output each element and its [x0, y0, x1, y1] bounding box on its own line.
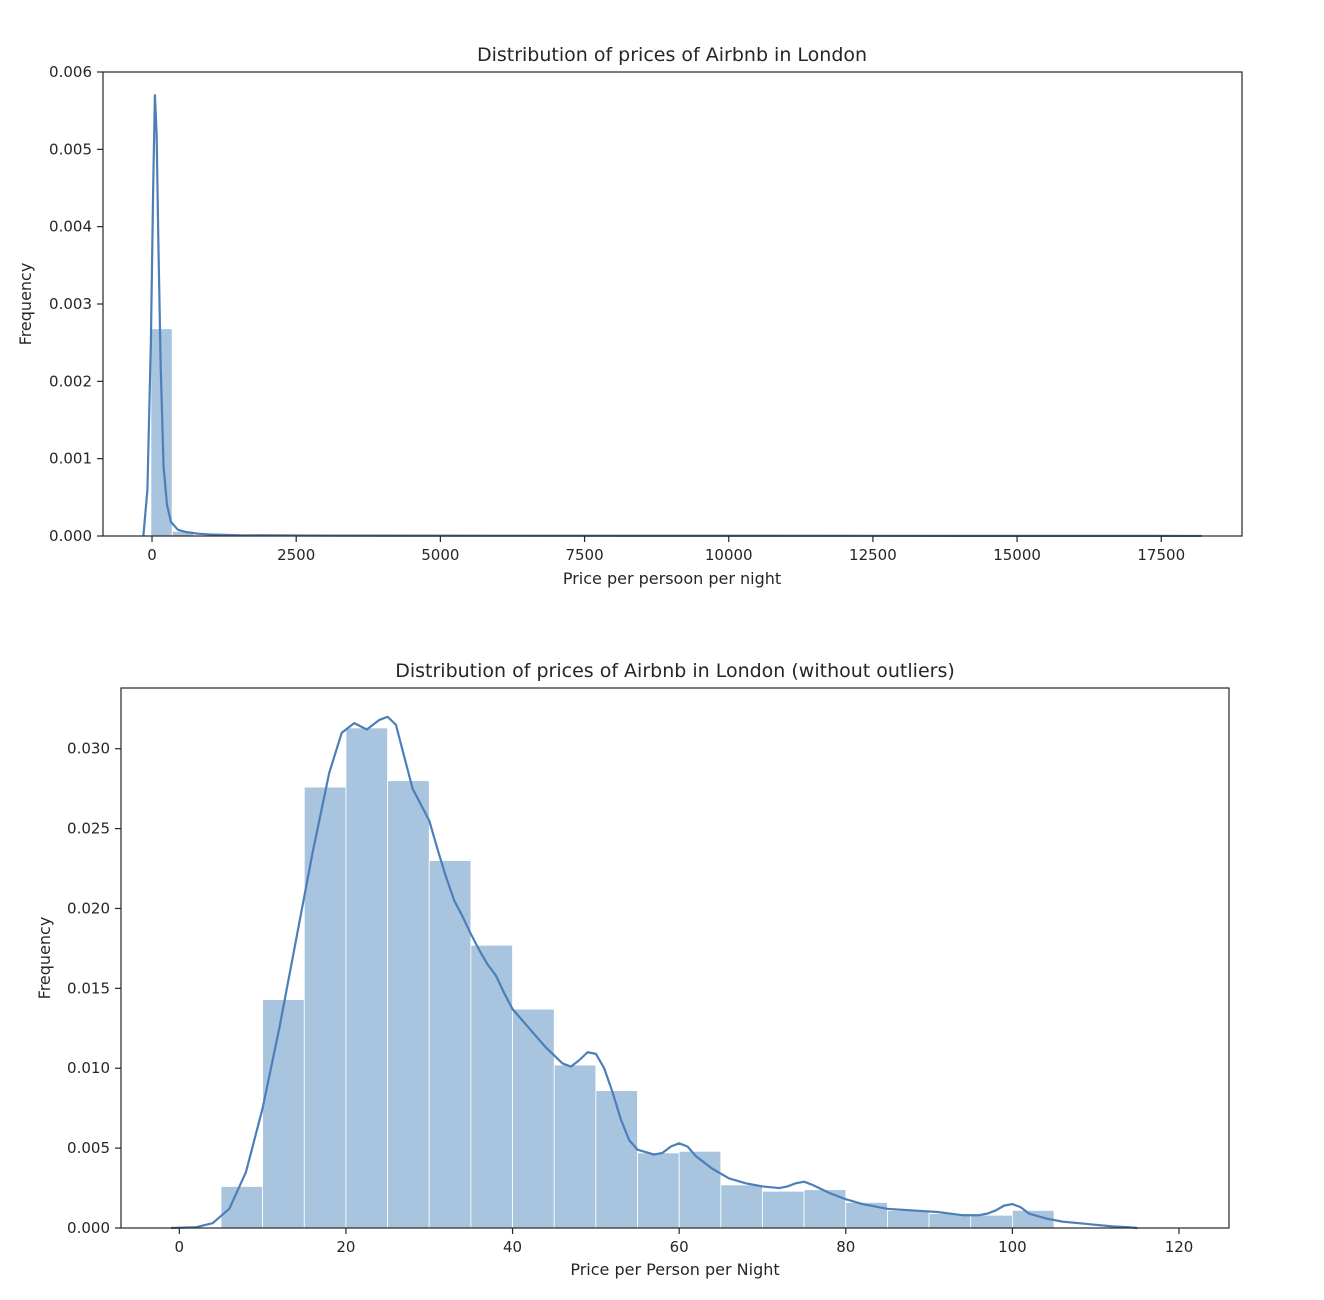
chart-bottom-xlabel: Price per Person per Night	[570, 1260, 779, 1279]
chart-bottom-bar	[220, 1186, 264, 1229]
chart-bottom-bar	[387, 780, 430, 1229]
chart-bottom-bar	[845, 1202, 888, 1229]
chart-top-ytick-label: 0.002	[49, 372, 92, 390]
chart-bottom-bar	[637, 1152, 680, 1229]
chart-bottom-bar	[720, 1184, 763, 1229]
chart-bottom-bar	[470, 944, 513, 1229]
chart-top-xtick-label: 0	[147, 546, 157, 564]
chart-bottom-bar	[970, 1214, 1013, 1229]
chart-top-xtick-label: 7500	[565, 546, 603, 564]
chart-bottom-ylabel: Frequency	[35, 917, 54, 1000]
chart-top-ytick-label: 0.006	[49, 63, 92, 81]
chart-bottom-xtick-label: 60	[670, 1238, 689, 1256]
chart-bottom-bar	[803, 1189, 847, 1229]
chart-top-xtick-label: 2500	[277, 546, 315, 564]
chart-bottom-xtick-label: 40	[503, 1238, 522, 1256]
chart-bottom-xtick-label: 80	[836, 1238, 855, 1256]
chart-bottom-bar	[345, 727, 388, 1229]
chart-bottom-xtick-label: 100	[998, 1238, 1027, 1256]
chart-top-ytick-label: 0.000	[49, 527, 92, 545]
chart-bottom-bar	[512, 1008, 555, 1229]
chart-bottom-ytick-label: 0.000	[67, 1219, 110, 1237]
chart-bottom-ytick-label: 0.025	[67, 820, 110, 838]
chart-bottom-bar	[262, 999, 305, 1229]
chart-top-axes-frame	[102, 71, 1243, 537]
chart-bottom-bar	[303, 786, 347, 1229]
chart-top-xtick-label: 5000	[421, 546, 459, 564]
chart-top-xlabel: Price per persoon per night	[563, 569, 781, 588]
chart-bottom-xtick-label: 20	[336, 1238, 355, 1256]
chart-top-kde-line	[142, 94, 1202, 538]
chart-top-ytick-label: 0.005	[49, 140, 92, 158]
chart-bottom-ytick-label: 0.030	[67, 740, 110, 758]
chart-bottom: Distribution of prices of Airbnb in Lond…	[35, 660, 1230, 1279]
chart-bottom-bar	[678, 1150, 722, 1229]
chart-bottom-ytick-label: 0.010	[67, 1059, 110, 1077]
chart-bottom-xtick-label: 120	[1165, 1238, 1194, 1256]
chart-bottom-ytick-label: 0.015	[67, 979, 110, 997]
chart-bottom-bar	[762, 1190, 805, 1229]
chart-top-xtick-label: 10000	[705, 546, 753, 564]
chart-bottom-bar	[595, 1090, 638, 1229]
chart-bottom-kde-line	[170, 715, 1138, 1230]
chart-top-xtick-label: 12500	[849, 546, 897, 564]
chart-top-ylabel: Frequency	[16, 263, 35, 346]
chart-bottom-bar	[887, 1210, 930, 1229]
chart-top-ytick-label: 0.001	[49, 450, 92, 468]
chart-top-ytick-label: 0.004	[49, 218, 92, 236]
chart-top-xtick-label: 17500	[1137, 546, 1185, 564]
chart-bottom-ytick-label: 0.020	[67, 899, 110, 917]
chart-top-ytick-label: 0.003	[49, 295, 92, 313]
chart-bottom-title: Distribution of prices of Airbnb in Lond…	[395, 660, 955, 682]
chart-top-xtick-label: 15000	[993, 546, 1041, 564]
chart-top: Distribution of prices of Airbnb in Lond…	[16, 44, 1243, 588]
chart-top-title: Distribution of prices of Airbnb in Lond…	[477, 44, 867, 66]
chart-bottom-ytick-label: 0.005	[67, 1139, 110, 1157]
chart-bottom-bar	[553, 1064, 597, 1229]
chart-bottom-axes-frame	[120, 687, 1230, 1229]
chart-bottom-bar	[428, 860, 472, 1229]
chart-bottom-xtick-label: 0	[175, 1238, 185, 1256]
